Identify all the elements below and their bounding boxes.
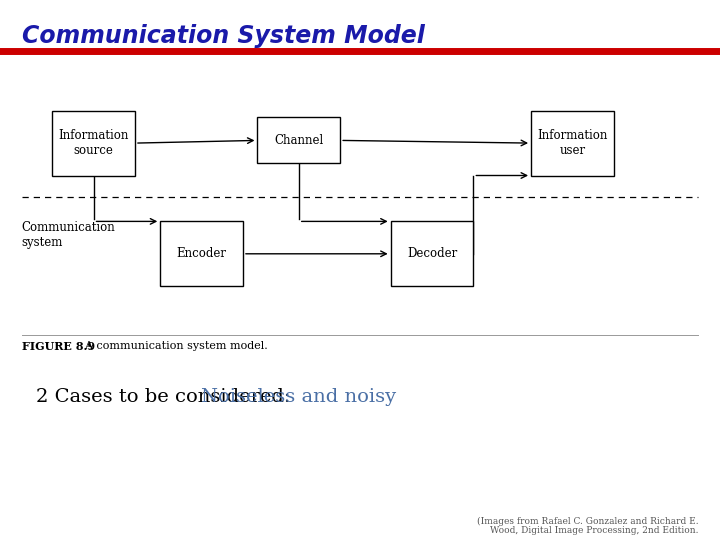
Text: Wood, Digital Image Processing, 2nd Edition.: Wood, Digital Image Processing, 2nd Edit… <box>490 525 698 535</box>
Text: (Images from Rafael C. Gonzalez and Richard E.: (Images from Rafael C. Gonzalez and Rich… <box>477 517 698 526</box>
Bar <box>53 111 135 176</box>
Text: A communication system model.: A communication system model. <box>78 341 268 352</box>
Text: Communication System Model: Communication System Model <box>22 24 425 48</box>
Text: Channel: Channel <box>274 134 323 147</box>
Text: Noiseless and noisy: Noiseless and noisy <box>201 388 396 406</box>
Bar <box>258 118 340 163</box>
Text: FIGURE 8.9: FIGURE 8.9 <box>22 341 95 352</box>
Text: Communication
system: Communication system <box>22 221 115 249</box>
Text: Information
source: Information source <box>58 129 129 157</box>
Text: Encoder: Encoder <box>176 247 227 260</box>
Text: Information
user: Information user <box>537 129 608 157</box>
Text: Decoder: Decoder <box>407 247 457 260</box>
Bar <box>390 221 474 286</box>
Bar <box>161 221 243 286</box>
Text: 2 Cases to be considered:: 2 Cases to be considered: <box>36 388 297 406</box>
Bar <box>531 111 613 176</box>
